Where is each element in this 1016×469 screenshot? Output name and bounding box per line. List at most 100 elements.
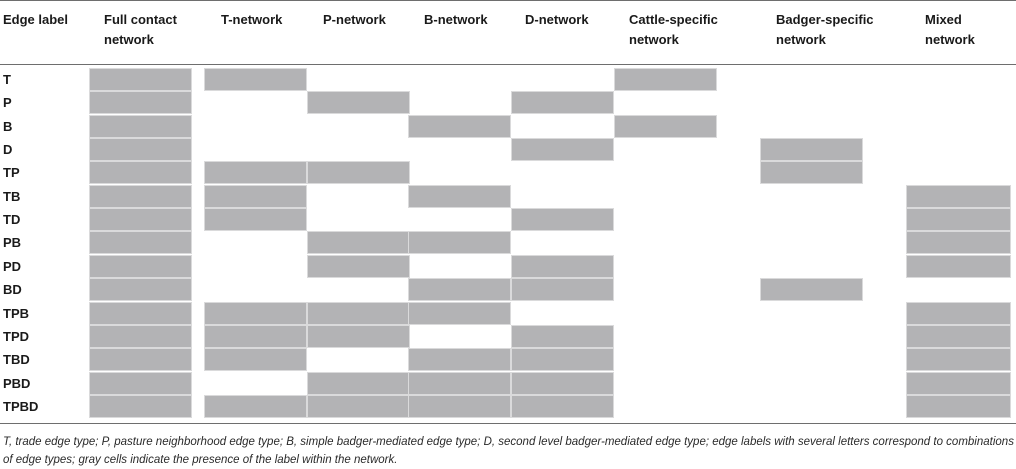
presence-cell-filled xyxy=(89,184,192,208)
presence-cell-filled xyxy=(89,161,192,185)
presence-cell-filled xyxy=(511,138,614,162)
column-header-full-contact: Full contact network xyxy=(104,12,177,47)
presence-cell-filled xyxy=(89,138,192,162)
table-header-rule xyxy=(0,64,1016,65)
presence-cell-empty xyxy=(614,138,717,161)
presence-cell-filled xyxy=(906,371,1011,395)
presence-cell-empty xyxy=(614,91,717,114)
presence-cell-empty xyxy=(614,255,717,278)
presence-cell-empty xyxy=(204,91,307,114)
presence-cell-empty xyxy=(614,278,717,301)
presence-cell-filled xyxy=(307,301,410,325)
column-header-cattle-specific: Cattle-specific network xyxy=(629,12,718,47)
presence-cell-filled xyxy=(408,301,511,325)
presence-cell-empty xyxy=(511,161,614,184)
presence-cell-filled xyxy=(408,184,511,208)
presence-cell-filled xyxy=(760,278,863,302)
presence-cell-filled xyxy=(307,91,410,115)
column-header-badger-specific: Badger-specific network xyxy=(776,12,874,47)
presence-cell-filled xyxy=(89,231,192,255)
presence-cell-filled xyxy=(89,208,192,232)
presence-cell-empty xyxy=(408,68,511,91)
presence-cell-empty xyxy=(760,372,863,395)
presence-cell-filled xyxy=(89,278,192,302)
presence-cell-empty xyxy=(307,185,410,208)
presence-cell-filled xyxy=(614,114,717,138)
row-label: TPD xyxy=(3,328,29,344)
presence-cell-filled xyxy=(307,394,410,418)
presence-cell-empty xyxy=(204,255,307,278)
presence-cell-empty xyxy=(408,208,511,231)
presence-cell-empty xyxy=(760,115,863,138)
row-label: TP xyxy=(3,165,20,181)
presence-cell-filled xyxy=(408,231,511,255)
presence-cell-empty xyxy=(760,231,863,254)
presence-cell-empty xyxy=(408,325,511,348)
presence-cell-filled xyxy=(511,348,614,372)
presence-cell-empty xyxy=(760,185,863,208)
presence-cell-filled xyxy=(204,161,307,185)
presence-cell-empty xyxy=(760,91,863,114)
presence-cell-filled xyxy=(307,324,410,348)
row-label: TPBD xyxy=(3,398,39,414)
presence-cell-filled xyxy=(408,348,511,372)
column-header-edge-label: Edge label xyxy=(3,12,69,27)
row-label: TB xyxy=(3,188,21,204)
presence-cell-empty xyxy=(760,208,863,231)
presence-cell-empty xyxy=(204,231,307,254)
presence-cell-filled xyxy=(307,371,410,395)
presence-cell-empty xyxy=(760,325,863,348)
presence-cell-empty xyxy=(307,68,410,91)
presence-cell-filled xyxy=(408,371,511,395)
presence-cell-empty xyxy=(408,138,511,161)
presence-cell-empty xyxy=(906,138,1011,161)
presence-cell-filled xyxy=(511,278,614,302)
row-label: PBD xyxy=(3,375,31,391)
presence-cell-empty xyxy=(307,115,410,138)
column-header-d-network: D-network xyxy=(525,12,589,27)
presence-cell-empty xyxy=(614,395,717,418)
presence-cell-empty xyxy=(760,395,863,418)
presence-cell-empty xyxy=(511,185,614,208)
presence-cell-filled xyxy=(906,208,1011,232)
column-header-mixed-network: Mixed network xyxy=(925,12,975,47)
presence-cell-empty xyxy=(614,372,717,395)
presence-cell-empty xyxy=(307,348,410,371)
row-label: B xyxy=(3,118,13,134)
presence-cell-empty xyxy=(408,161,511,184)
presence-cell-empty xyxy=(906,68,1011,91)
table-top-rule xyxy=(0,0,1016,1)
presence-cell-empty xyxy=(760,348,863,371)
presence-cell-filled xyxy=(760,161,863,185)
presence-cell-empty xyxy=(204,372,307,395)
presence-cell-filled xyxy=(408,278,511,302)
presence-cell-filled xyxy=(307,231,410,255)
presence-cell-filled xyxy=(906,254,1011,278)
presence-cell-filled xyxy=(204,394,307,418)
presence-cell-empty xyxy=(614,185,717,208)
presence-cell-filled xyxy=(511,324,614,348)
presence-cell-filled xyxy=(906,324,1011,348)
presence-cell-filled xyxy=(906,301,1011,325)
presence-cell-filled xyxy=(614,68,717,91)
presence-cell-empty xyxy=(511,231,614,254)
presence-cell-empty xyxy=(906,161,1011,184)
presence-cell-filled xyxy=(906,348,1011,372)
presence-cell-filled xyxy=(511,208,614,232)
presence-cell-filled xyxy=(204,184,307,208)
presence-cell-filled xyxy=(89,371,192,395)
presence-cell-empty xyxy=(760,68,863,91)
row-label: T xyxy=(3,72,11,87)
row-label: BD xyxy=(3,282,22,298)
presence-cell-filled xyxy=(511,371,614,395)
presence-cell-filled xyxy=(204,301,307,325)
presence-cell-filled xyxy=(89,348,192,372)
presence-cell-filled xyxy=(760,138,863,162)
presence-cell-filled xyxy=(906,184,1011,208)
table-footnote: T, trade edge type; P, pasture neighborh… xyxy=(3,436,1014,466)
presence-cell-filled xyxy=(89,394,192,418)
presence-cell-filled xyxy=(89,114,192,138)
presence-cell-filled xyxy=(204,208,307,232)
row-label: TBD xyxy=(3,352,30,368)
presence-cell-empty xyxy=(204,138,307,161)
